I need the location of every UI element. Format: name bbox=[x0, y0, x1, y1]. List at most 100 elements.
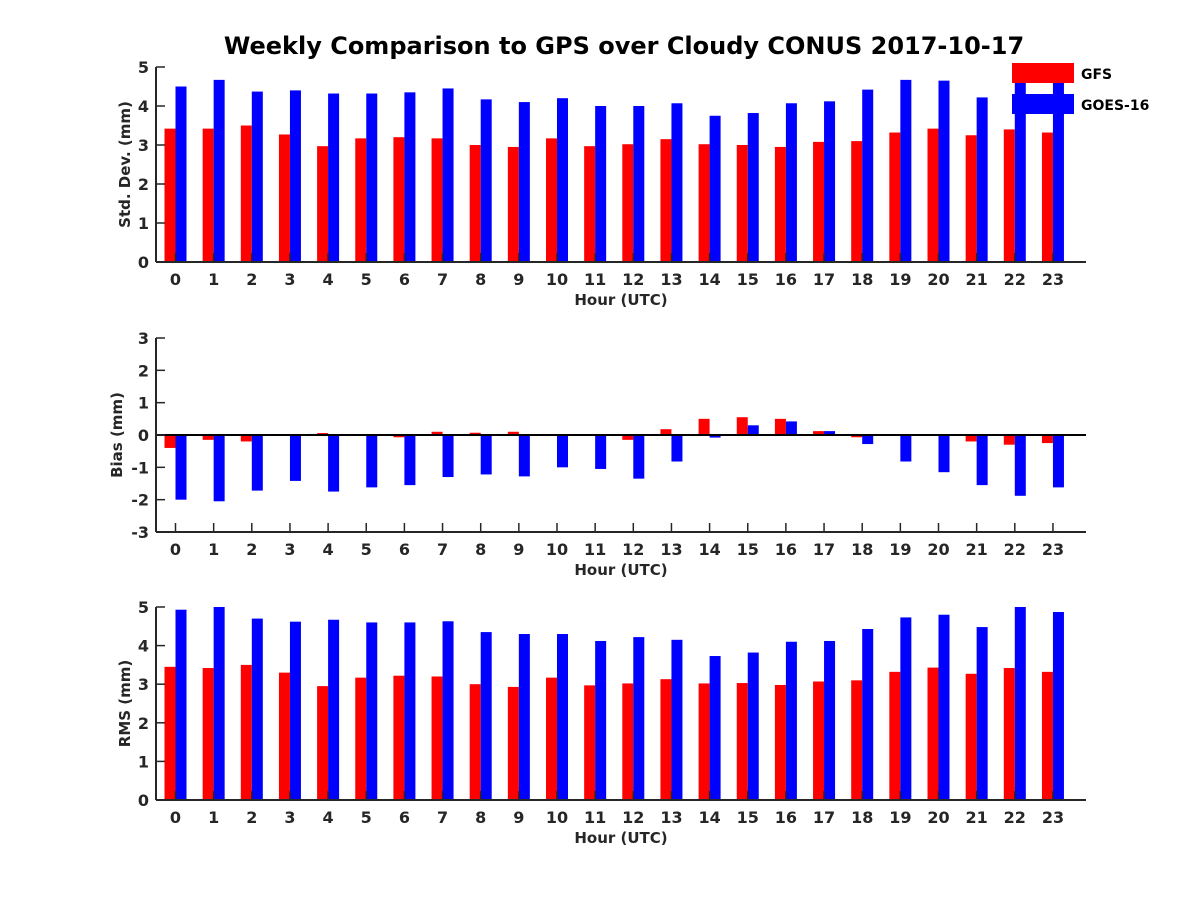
x-tick-label: 18 bbox=[851, 808, 873, 827]
x-tick-label: 14 bbox=[698, 270, 720, 289]
bar-goes16-hour-8 bbox=[480, 632, 492, 800]
y-tick-label: 5 bbox=[138, 598, 149, 617]
bar-gfs-hour-11 bbox=[584, 146, 596, 262]
y-axis-label: Bias (mm) bbox=[108, 392, 126, 478]
x-tick-label: 12 bbox=[622, 808, 644, 827]
bar-goes16-hour-22 bbox=[1014, 435, 1026, 496]
x-tick-label: 4 bbox=[323, 270, 334, 289]
x-tick-label: 3 bbox=[284, 808, 295, 827]
x-tick-label: 15 bbox=[737, 540, 759, 559]
bar-gfs-hour-15 bbox=[736, 145, 748, 262]
bar-goes16-hour-19 bbox=[900, 79, 912, 263]
y-tick-label: 2 bbox=[138, 714, 149, 733]
legend-swatch-gfs bbox=[1012, 63, 1074, 83]
bar-goes16-hour-14 bbox=[709, 656, 721, 800]
bar-gfs-hour-5 bbox=[355, 138, 367, 262]
x-tick-label: 1 bbox=[208, 540, 219, 559]
bar-goes16-hour-20 bbox=[938, 435, 950, 473]
x-tick-label: 1 bbox=[208, 808, 219, 827]
y-axis-label: RMS (mm) bbox=[116, 660, 134, 747]
x-tick-label: 17 bbox=[813, 270, 835, 289]
x-tick-label: 6 bbox=[399, 270, 410, 289]
bar-goes16-hour-20 bbox=[938, 80, 950, 263]
bar-gfs-hour-13 bbox=[660, 429, 672, 435]
x-tick-label: 21 bbox=[966, 540, 988, 559]
x-tick-label: 20 bbox=[927, 808, 949, 827]
y-tick-label: 5 bbox=[138, 58, 149, 77]
bar-gfs-hour-0 bbox=[164, 128, 176, 262]
bar-gfs-hour-18 bbox=[851, 680, 863, 800]
bar-goes16-hour-15 bbox=[747, 652, 759, 800]
bar-gfs-hour-3 bbox=[278, 672, 290, 800]
bar-gfs-hour-13 bbox=[660, 139, 672, 262]
bar-gfs-hour-13 bbox=[660, 679, 672, 800]
bar-goes16-hour-3 bbox=[289, 435, 301, 481]
bar-goes16-hour-13 bbox=[671, 435, 683, 462]
legend-swatch-goes16 bbox=[1012, 94, 1074, 114]
bar-goes16-hour-13 bbox=[671, 639, 683, 800]
bar-goes16-hour-4 bbox=[328, 435, 340, 492]
x-tick-label: 21 bbox=[966, 808, 988, 827]
y-tick-label: -3 bbox=[131, 523, 149, 542]
y-tick-label: 0 bbox=[138, 791, 149, 810]
bar-gfs-hour-0 bbox=[164, 435, 176, 448]
x-tick-label: 8 bbox=[475, 808, 486, 827]
bar-goes16-hour-11 bbox=[595, 106, 607, 262]
bar-gfs-hour-22 bbox=[1003, 129, 1015, 262]
bar-gfs-hour-12 bbox=[622, 683, 634, 800]
x-tick-label: 18 bbox=[851, 270, 873, 289]
bar-gfs-hour-6 bbox=[393, 137, 405, 262]
bar-goes16-hour-2 bbox=[251, 435, 263, 491]
bar-gfs-hour-4 bbox=[317, 686, 329, 800]
bar-goes16-hour-16 bbox=[785, 103, 797, 263]
y-tick-label: 3 bbox=[138, 675, 149, 694]
bar-gfs-hour-15 bbox=[736, 683, 748, 800]
y-tick-label: 1 bbox=[138, 394, 149, 413]
bar-goes16-hour-17 bbox=[824, 431, 836, 435]
bar-goes16-hour-0 bbox=[175, 86, 187, 262]
x-tick-label: 0 bbox=[170, 270, 181, 289]
bar-gfs-hour-10 bbox=[546, 138, 557, 262]
bar-goes16-hour-18 bbox=[862, 89, 874, 263]
x-tick-label: 3 bbox=[284, 540, 295, 559]
x-tick-label: 22 bbox=[1004, 540, 1026, 559]
bar-goes16-hour-11 bbox=[595, 640, 607, 800]
bar-goes16-hour-22 bbox=[1014, 607, 1026, 800]
bar-gfs-hour-16 bbox=[774, 684, 786, 800]
bar-gfs-hour-23 bbox=[1041, 671, 1053, 800]
bar-goes16-hour-16 bbox=[785, 421, 797, 435]
bar-goes16-hour-19 bbox=[900, 435, 912, 462]
bar-gfs-hour-6 bbox=[393, 435, 405, 438]
bar-gfs-hour-20 bbox=[927, 667, 939, 800]
x-tick-label: 6 bbox=[399, 808, 410, 827]
bar-gfs-hour-9 bbox=[507, 146, 519, 262]
y-axis-label: Std. Dev. (mm) bbox=[116, 101, 134, 228]
bar-gfs-hour-3 bbox=[278, 134, 290, 262]
x-tick-label: 22 bbox=[1004, 270, 1026, 289]
bar-goes16-hour-12 bbox=[633, 435, 645, 479]
bar-gfs-hour-17 bbox=[813, 681, 825, 800]
bar-goes16-hour-11 bbox=[595, 435, 607, 469]
x-tick-label: 12 bbox=[622, 540, 644, 559]
bar-gfs-hour-22 bbox=[1003, 667, 1015, 800]
x-tick-label: 2 bbox=[246, 270, 257, 289]
bar-goes16-hour-3 bbox=[289, 621, 301, 800]
x-tick-label: 12 bbox=[622, 270, 644, 289]
bar-gfs-hour-1 bbox=[202, 128, 214, 262]
bar-gfs-hour-6 bbox=[393, 675, 405, 800]
legend-label-gfs: GFS bbox=[1081, 67, 1112, 83]
bar-goes16-hour-6 bbox=[404, 435, 416, 486]
y-tick-label: 1 bbox=[138, 214, 149, 233]
x-tick-label: 17 bbox=[813, 540, 835, 559]
bar-goes16-hour-10 bbox=[557, 98, 568, 262]
x-tick-label: 13 bbox=[660, 808, 682, 827]
x-tick-label: 1 bbox=[208, 270, 219, 289]
bar-gfs-hour-8 bbox=[469, 432, 481, 435]
x-tick-label: 20 bbox=[927, 540, 949, 559]
x-tick-label: 11 bbox=[584, 808, 606, 827]
bar-goes16-hour-4 bbox=[328, 93, 340, 263]
x-tick-label: 2 bbox=[246, 540, 257, 559]
x-tick-label: 9 bbox=[513, 540, 524, 559]
y-tick-label: 3 bbox=[138, 329, 149, 348]
bar-goes16-hour-10 bbox=[557, 634, 568, 800]
